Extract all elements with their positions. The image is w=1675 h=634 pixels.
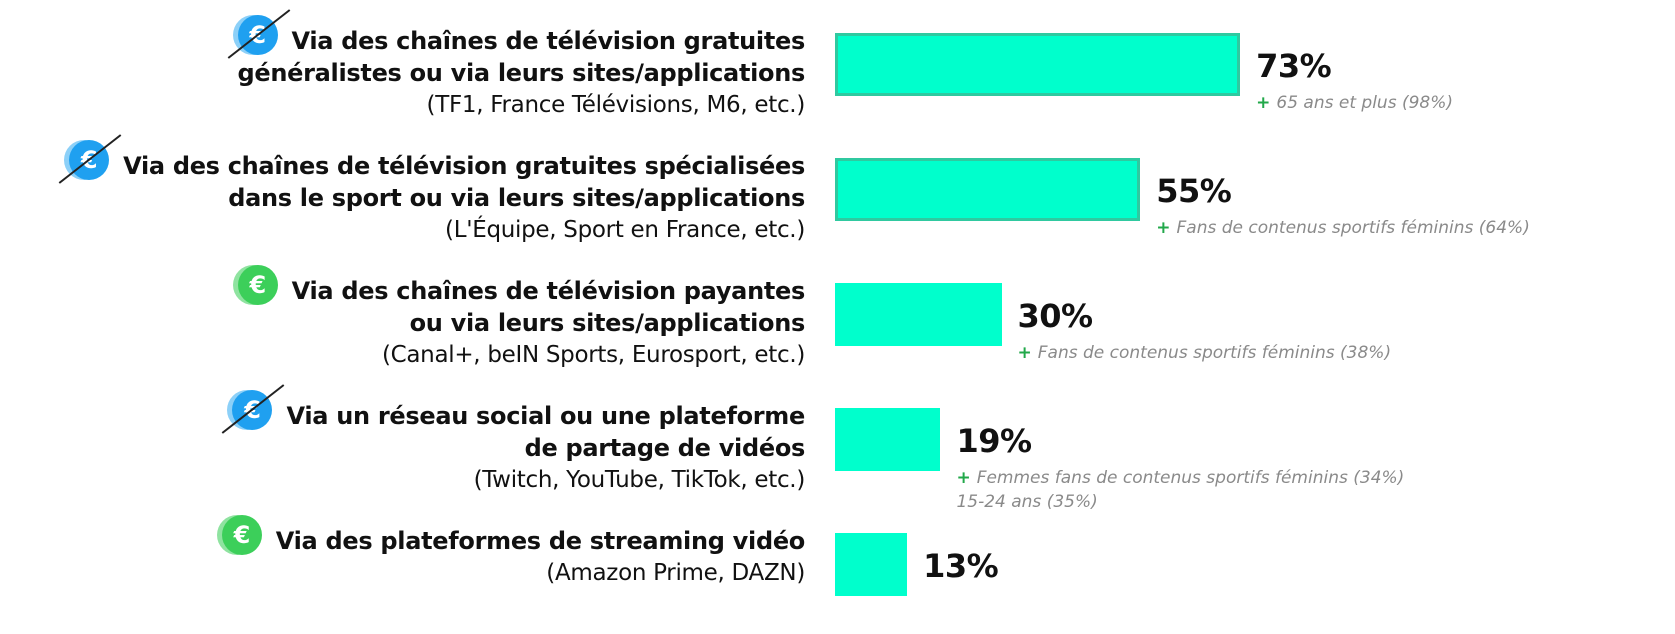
category-text: Via des chaînes de télévision payantes o… [291,277,806,337]
category-label: €Via des chaînes de télévision gratuites… [227,9,806,121]
bar [835,408,941,471]
category-title: € Via des chaînes de télévision payantes … [232,265,806,339]
category-label: €Via des chaînes de télévision gratuites… [58,134,805,246]
category-text: Via des plateformes de streaming vidéo [275,527,806,555]
category-text: Via des chaînes de télévision gratuites … [123,152,805,212]
euro-icon: € [222,384,285,434]
note-marker: + [956,468,971,488]
bar [835,33,1241,96]
note-marker: + [1256,93,1271,113]
category-title: €Via des chaînes de télévision gratuites… [58,134,805,214]
category-text: Via un réseau social ou une plateforme d… [286,402,805,462]
note: +65 ans et plus (98%) [1256,91,1453,115]
note-line: +65 ans et plus (98%) [1256,91,1453,115]
coin: € [237,265,278,305]
note-text: 65 ans et plus (98%) [1276,93,1454,113]
note-marker: + [1156,218,1171,238]
value-label: 13% [923,547,999,585]
note-line: + Fans de contenus sportifs féminins (64%… [1156,216,1530,240]
bar [835,533,908,596]
value-label: 73% [1256,47,1332,85]
euro-icon: € [58,134,122,184]
category-detail: (Twitch, YouTube, TikTok, etc.) [473,467,806,493]
value-label: 30% [1017,297,1094,335]
value-label: 19% [956,422,1032,460]
note-line: + Femmes fans de contenus sportifs fémini… [956,466,1404,490]
note-text: Fans de contenus sportifs féminins (64%) [1176,218,1530,238]
euro-icon: € [216,515,262,555]
category-text: Via des chaînes de télévision gratuites … [237,27,806,87]
coin: € [221,515,262,555]
category-label: €Via un réseau social ou une plateforme … [222,384,806,496]
category-detail: (TF1, France Télévisions, M6, etc.) [426,92,806,118]
note-marker: + [1017,343,1032,363]
note-text: Fans de contenus sportifs féminins (38%) [1037,343,1392,363]
value-label: 55% [1156,172,1232,210]
category-title: €Via un réseau social ou une plateforme … [222,384,805,464]
category-detail: (L'Équipe, Sport en France, etc.) [445,217,805,243]
category-detail: (Canal+, beIN Sports, Eurosport, etc.) [381,342,805,368]
note-line: 15-24 ans (35%) [956,490,1404,514]
note-text: 15-24 ans (35%) [956,492,1098,512]
note: + Fans de contenus sportifs féminins (38%… [1018,341,1392,365]
note: + Femmes fans de contenus sportifs fémini… [956,466,1404,514]
category-label: € Via des chaînes de télévision payantes … [232,265,806,371]
category-detail: (Amazon Prime, DAZN) [546,560,805,586]
bar [835,158,1141,221]
category-label: € Via des plateformes de streaming vidéo (… [216,515,806,589]
note-line: + Fans de contenus sportifs féminins (38%… [1018,341,1392,365]
note: + Fans de contenus sportifs féminins (64%… [1156,216,1530,240]
category-title: € Via des plateformes de streaming vidéo [216,515,806,557]
euro-icon: € [227,9,290,59]
note-text: Femmes fans de contenus sportifs féminin… [976,468,1405,488]
euro-icon: € [232,265,278,305]
category-title: €Via des chaînes de télévision gratuites… [227,9,806,89]
coin: € [237,15,278,55]
bar [835,283,1002,346]
